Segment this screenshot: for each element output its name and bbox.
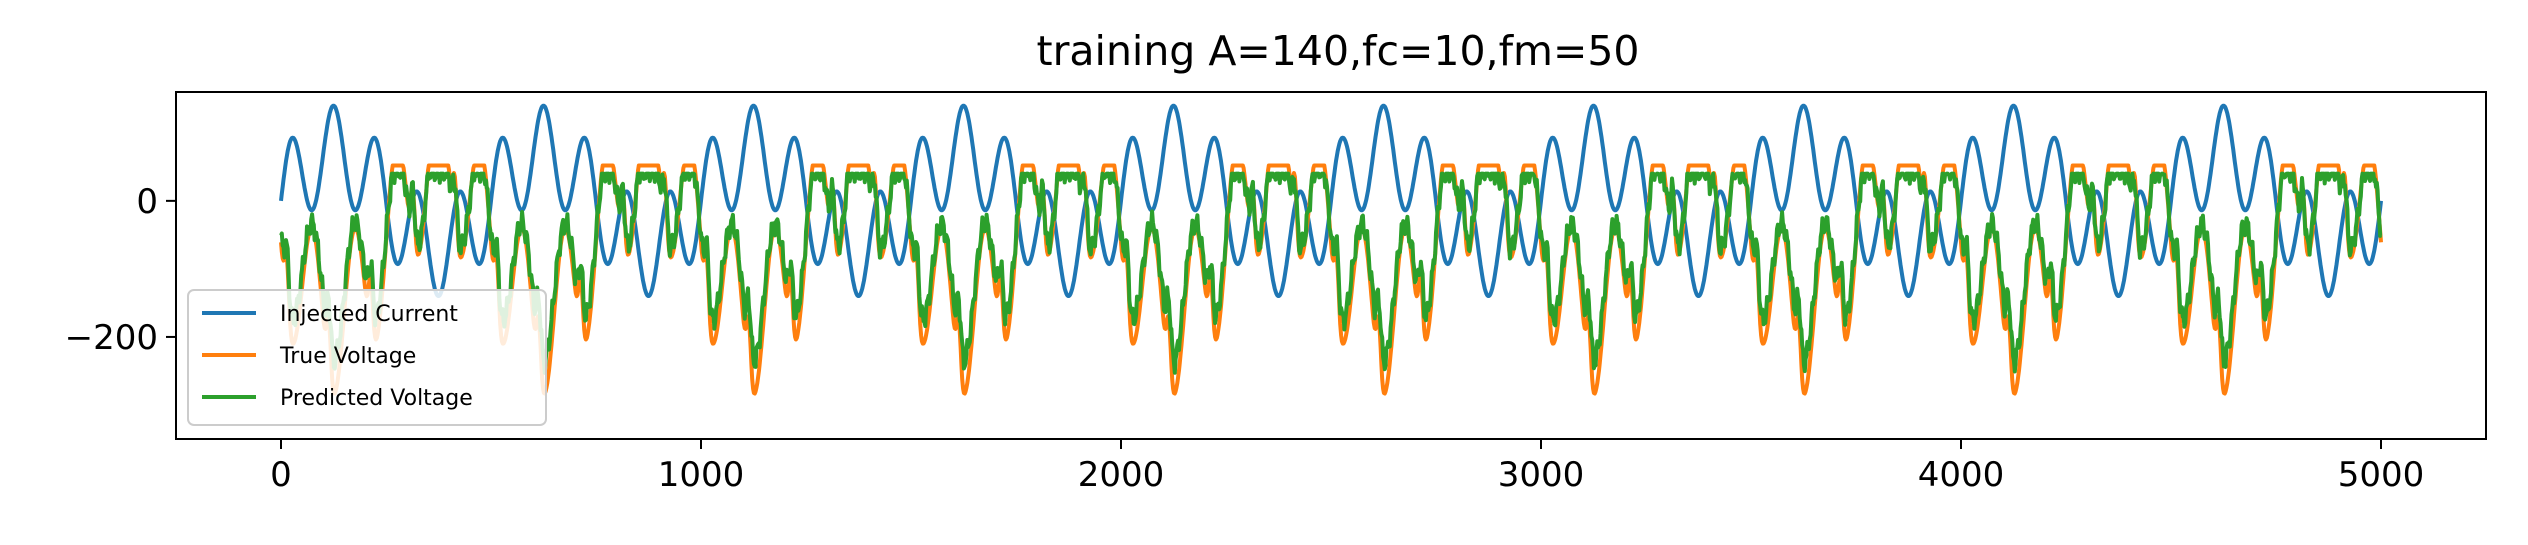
x-axis: 0 1000 2000 3000 4000 5000 [270,439,2424,495]
x-tick-label: 2000 [1078,455,1165,495]
chart-title: training A=140,fc=10,fm=50 [1037,27,1640,75]
plot-area [279,103,2383,396]
series-line-predicted-voltage [279,171,2383,375]
x-tick-label: 3000 [1498,455,1585,495]
legend-label-predicted-voltage: Predicted Voltage [280,386,473,411]
axes-frame [175,91,2487,440]
x-tick-label: 5000 [2338,455,2425,495]
x-tick-label: 1000 [658,455,745,495]
x-tick-label: 4000 [1918,455,2005,495]
x-tick-label: 0 [270,455,292,495]
legend: Injected Current True Voltage Predicted … [187,289,547,426]
legend-box [187,289,547,426]
y-tick-label: 0 [136,182,158,222]
legend-label-true-voltage: True Voltage [279,344,416,369]
y-tick-label: −200 [65,318,158,358]
legend-label-injected-current: Injected Current [280,302,458,327]
series-line-injected-current [279,103,2383,298]
y-axis: 0 −200 [65,182,176,358]
